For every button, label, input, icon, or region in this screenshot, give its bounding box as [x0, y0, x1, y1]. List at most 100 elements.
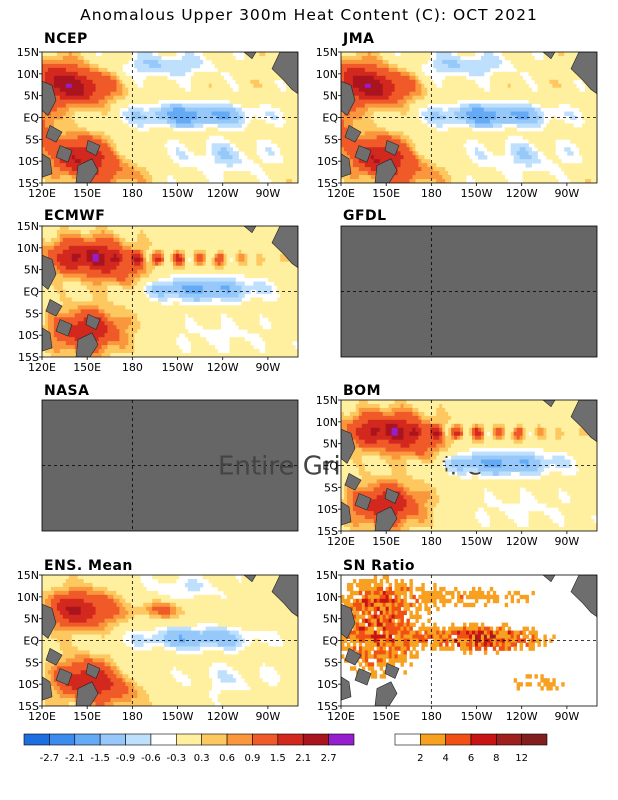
heatmap-cell — [486, 167, 491, 172]
heatmap-cell — [379, 107, 384, 112]
heatmap-cell — [119, 83, 123, 89]
heatmap-cell — [376, 99, 381, 105]
heatmap-cell — [391, 127, 395, 132]
heatmap-cell — [463, 171, 467, 176]
heatmap-cell — [594, 111, 597, 116]
heatmap-cell — [594, 91, 597, 97]
heatmap-cell — [486, 67, 491, 73]
heatmap-cell — [89, 91, 94, 97]
heatmap-cell — [582, 79, 586, 85]
heatmap-cell — [175, 131, 180, 136]
heatmap-cell — [564, 67, 568, 73]
heatmap-cell — [421, 59, 425, 65]
heatmap-cell — [110, 226, 114, 231]
heatmap-cell — [232, 67, 236, 73]
heatmap-cell — [161, 147, 165, 152]
heatmap-cell — [250, 103, 254, 108]
heatmap-cell — [146, 226, 150, 231]
heatmap-cell — [483, 155, 488, 160]
heatmap-cell — [292, 131, 296, 136]
heatmap-cell — [193, 131, 198, 136]
y-tick-label: 10S — [18, 155, 39, 168]
heatmap-cell — [460, 163, 464, 168]
heatmap-cell — [361, 107, 366, 112]
heatmap-cell — [439, 155, 443, 160]
heatmap-cell — [229, 103, 233, 108]
heatmap-cell — [439, 139, 443, 144]
heatmap-cell — [167, 63, 171, 69]
heatmap-cell — [77, 52, 82, 57]
heatmap-cell — [448, 163, 452, 168]
heatmap-cell — [98, 119, 102, 124]
heatmap-cell — [448, 52, 452, 57]
heatmap-cell — [92, 159, 96, 164]
heatmap-cell — [238, 139, 242, 144]
heatmap-cell — [349, 71, 354, 77]
heatmap-cell — [143, 91, 147, 97]
heatmap-cell — [361, 67, 366, 73]
heatmap-cell — [522, 55, 526, 61]
heatmap-cell — [492, 115, 497, 120]
heatmap-cell — [164, 167, 168, 172]
heatmap-cell — [549, 127, 553, 132]
heatmap-cell — [149, 52, 153, 57]
heatmap-cell — [570, 83, 574, 89]
heatmap-cell — [591, 131, 595, 136]
land-mask — [344, 124, 362, 143]
heatmap-cell — [394, 55, 398, 61]
heatmap-cell — [250, 71, 254, 77]
heatmap-cell — [436, 55, 440, 61]
heatmap-cell — [546, 71, 550, 77]
heatmap-cell — [457, 135, 461, 140]
heatmap-cell — [196, 55, 201, 61]
heatmap-cell — [543, 79, 547, 85]
heatmap-cell — [576, 171, 580, 176]
heatmap-cell — [442, 175, 446, 180]
heatmap-cell — [187, 179, 192, 183]
heatmap-cell — [223, 131, 227, 136]
heatmap-cell — [364, 111, 369, 116]
heatmap-cell — [457, 119, 461, 124]
heatmap-cell — [253, 159, 257, 164]
heatmap-cell — [232, 111, 236, 116]
heatmap-cell — [480, 119, 485, 124]
heatmap-cell — [211, 115, 216, 120]
heatmap-cell — [193, 151, 198, 156]
heatmap-cell — [471, 123, 476, 128]
heatmap-cell — [364, 59, 369, 65]
heatmap-cell — [367, 55, 372, 61]
heatmap-cell — [161, 91, 165, 97]
heatmap-cell — [522, 135, 526, 140]
heatmap-cell — [480, 67, 485, 73]
heatmap-cell — [283, 123, 287, 128]
heatmap-cell — [546, 139, 550, 144]
heatmap-cell — [552, 155, 556, 160]
heatmap-cell — [358, 63, 363, 69]
heatmap-cell — [74, 107, 79, 112]
heatmap-cell — [184, 107, 189, 112]
heatmap-cell — [409, 99, 413, 105]
heatmap-cell — [44, 123, 49, 128]
heatmap-cell — [448, 67, 452, 73]
heatmap-cell — [241, 115, 245, 120]
heatmap-cell — [155, 135, 159, 140]
heatmap-cell — [367, 171, 372, 176]
heatmap-cell — [341, 135, 345, 140]
heatmap-cell — [543, 67, 547, 73]
heatmap-cell — [343, 119, 348, 124]
heatmap-cell — [391, 135, 395, 140]
heatmap-cell — [501, 151, 506, 156]
heatmap-cell — [501, 52, 506, 57]
heatmap-cell — [95, 226, 99, 231]
heatmap-cell — [247, 87, 251, 93]
heatmap-cell — [585, 87, 589, 93]
heatmap-cell — [534, 95, 538, 101]
heatmap-cell — [341, 151, 345, 156]
heatmap-cell — [564, 71, 568, 77]
heatmap-cell — [552, 103, 556, 108]
heatmap-cell — [274, 135, 278, 140]
heatmap-cell — [232, 135, 236, 140]
heatmap-cell — [513, 95, 518, 101]
heatmap-cell — [42, 139, 46, 144]
heatmap-cell — [534, 115, 538, 120]
